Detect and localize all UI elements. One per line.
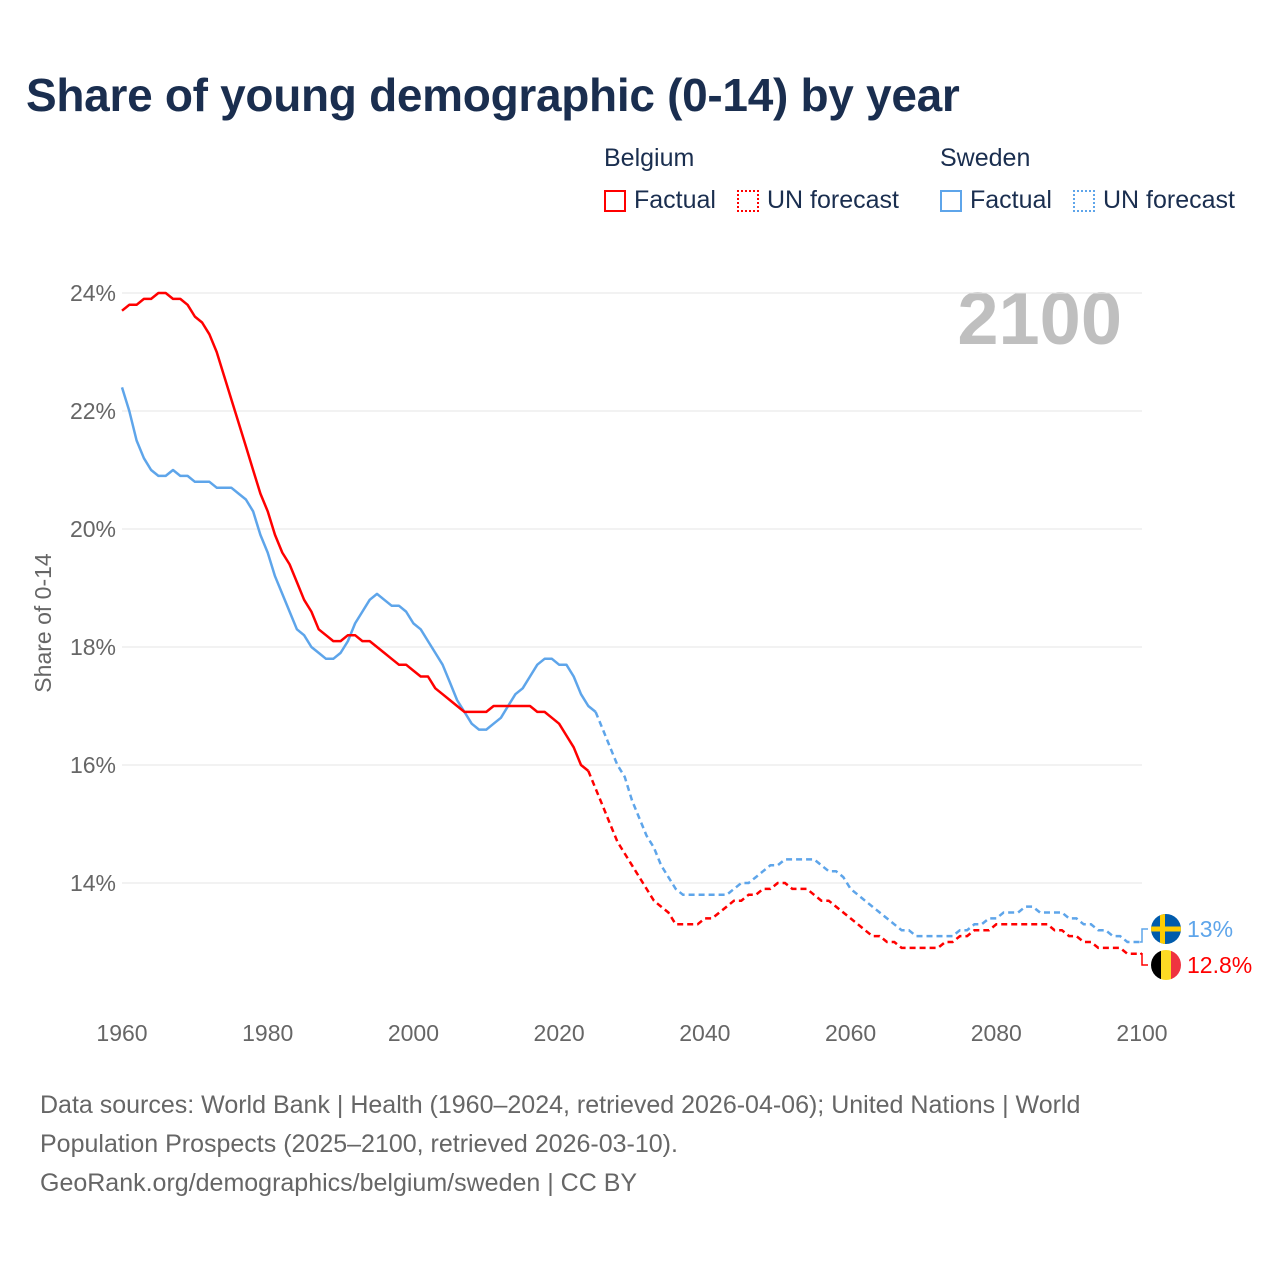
legend-belgium: Belgium Factual UN forecast <box>604 144 924 224</box>
legend-swatch-dotted <box>1073 189 1095 212</box>
y-tick-label: 18% <box>70 634 116 660</box>
legend-label: UN forecast <box>1103 186 1235 214</box>
x-tick-label: 2000 <box>388 1020 439 1046</box>
x-tick-label: 2080 <box>971 1020 1022 1046</box>
legend-group-label: Sweden <box>940 144 1031 172</box>
series-lines <box>120 291 1142 956</box>
end-labels: 12.8% 13% <box>1140 914 1252 980</box>
legend-swatch-solid <box>940 189 962 212</box>
end-label-connector <box>1140 953 1148 966</box>
y-axis-ticks: 14% 16% 18% 20% 22% 24% <box>70 280 116 896</box>
flag-stripe <box>1151 950 1161 980</box>
belgium-flag <box>1151 950 1181 980</box>
x-tick-label: 1980 <box>242 1020 293 1046</box>
data-sources: Data sources: World Bank | Health (1960–… <box>40 1091 1081 1158</box>
sweden-factual-line <box>120 387 597 731</box>
legend-item-sweden-factual[interactable]: Factual <box>940 186 1052 215</box>
y-tick-label: 24% <box>70 280 116 306</box>
end-label-connector <box>1140 928 1148 943</box>
legend-item-belgium-factual[interactable]: Factual <box>604 186 716 215</box>
legend-label: UN forecast <box>767 186 899 214</box>
legend-item-belgium-forecast[interactable]: UN forecast <box>737 186 899 215</box>
x-axis-ticks: 1960 1980 2000 2020 2040 2060 2080 2100 <box>96 1020 1167 1046</box>
end-value-label: 12.8% <box>1187 952 1252 978</box>
sweden-flag-icon <box>1151 914 1181 944</box>
chart-title: Share of young demographic (0-14) by yea… <box>26 69 960 121</box>
x-tick-label: 2020 <box>534 1020 585 1046</box>
sweden-forecast-line <box>594 711 1142 944</box>
belgium-factual-line <box>121 291 590 772</box>
legend-group-label: Belgium <box>604 144 695 172</box>
footer: Data sources: World Bank | Health (1960–… <box>40 1086 1180 1203</box>
y-tick-label: 16% <box>70 752 116 778</box>
legend-swatch-dotted <box>737 189 759 212</box>
belgium-flag-icon <box>1151 950 1181 980</box>
flag-cross <box>1160 914 1165 944</box>
y-tick-label: 20% <box>70 516 116 542</box>
legend-item-sweden-forecast[interactable]: UN forecast <box>1073 186 1235 215</box>
sweden-flag <box>1151 914 1181 944</box>
y-axis-label: Share of 0-14 <box>30 553 56 693</box>
flag-stripe <box>1171 950 1181 980</box>
end-value-label: 13% <box>1187 916 1233 942</box>
flag-stripe <box>1161 950 1171 980</box>
belgium-forecast-line <box>587 770 1142 956</box>
legend-label: Factual <box>970 186 1052 214</box>
flag-cross <box>1151 926 1181 932</box>
legend-swatch-solid <box>604 189 626 212</box>
y-tick-label: 22% <box>70 398 116 424</box>
legend-sweden: Sweden Factual UN forecast <box>940 144 1260 224</box>
credit-link[interactable]: GeoRank.org/demographics/belgium/sweden … <box>40 1169 638 1197</box>
y-tick-label: 14% <box>70 870 116 896</box>
x-tick-label: 2060 <box>825 1020 876 1046</box>
gridlines <box>122 292 1142 884</box>
x-tick-label: 1960 <box>96 1020 147 1046</box>
current-year-label: 2100 <box>957 277 1122 360</box>
legend-label: Factual <box>634 186 716 214</box>
x-tick-label: 2040 <box>679 1020 730 1046</box>
x-tick-label: 2100 <box>1116 1020 1167 1046</box>
